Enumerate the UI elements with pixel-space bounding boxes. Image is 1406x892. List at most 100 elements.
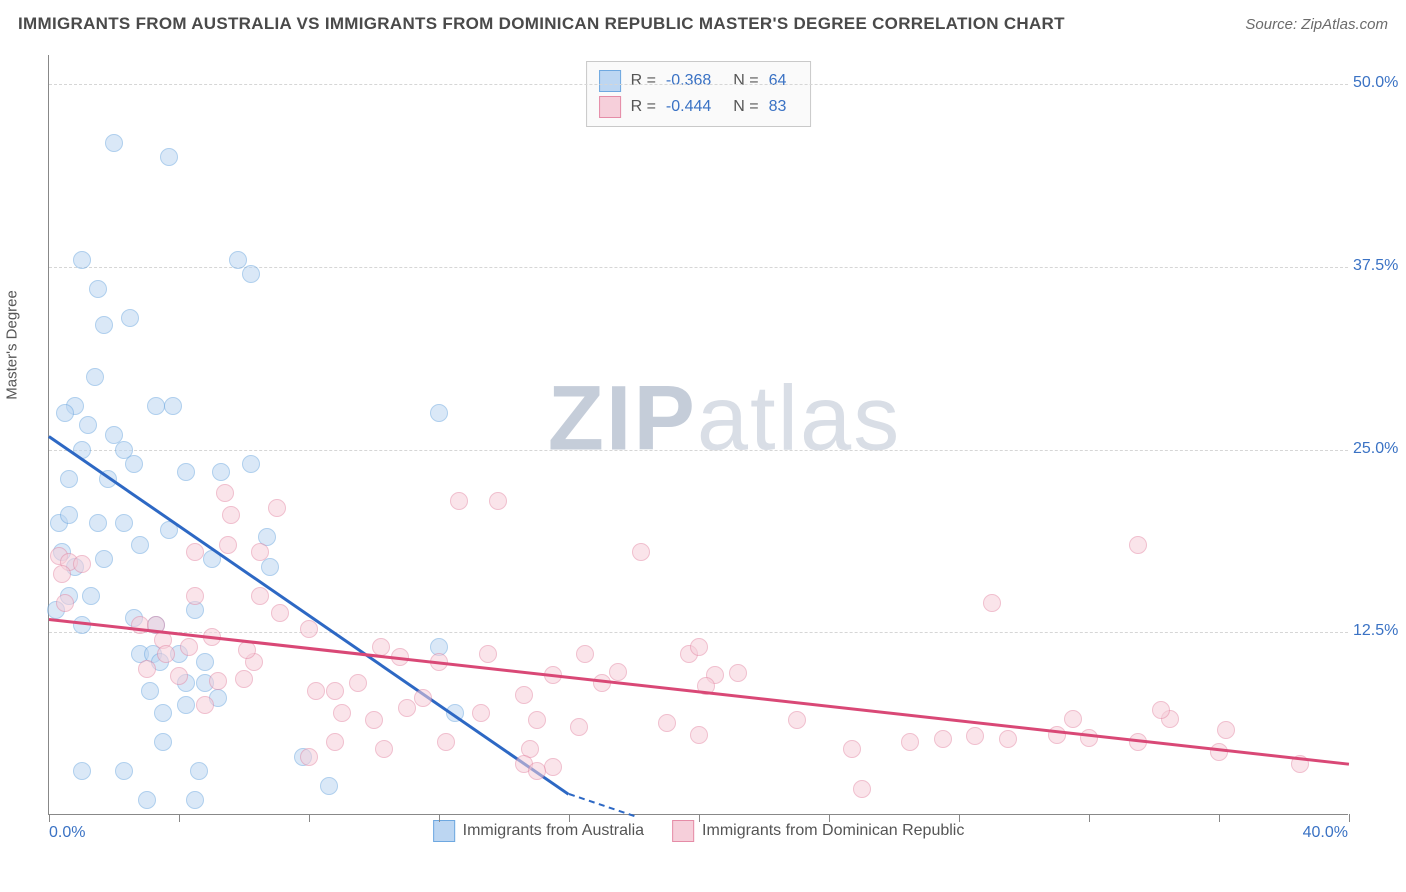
data-point (56, 594, 74, 612)
gridline (49, 450, 1348, 451)
data-point (190, 762, 208, 780)
data-point (430, 404, 448, 422)
legend-swatch (433, 820, 455, 842)
legend-swatch (599, 70, 621, 92)
data-point (528, 762, 546, 780)
data-point (271, 604, 289, 622)
data-point (121, 309, 139, 327)
data-point (307, 682, 325, 700)
y-axis-title: Master's Degree (4, 290, 21, 400)
data-point (73, 555, 91, 573)
data-point (89, 280, 107, 298)
data-point (170, 667, 188, 685)
data-point (141, 682, 159, 700)
data-point (164, 397, 182, 415)
data-point (95, 550, 113, 568)
data-point (1064, 710, 1082, 728)
source-attribution: Source: ZipAtlas.com (1245, 16, 1388, 33)
data-point (398, 699, 416, 717)
data-point (238, 641, 256, 659)
data-point (209, 672, 227, 690)
x-tick (49, 814, 50, 822)
chart-title: IMMIGRANTS FROM AUSTRALIA VS IMMIGRANTS … (18, 14, 1065, 34)
gridline (49, 84, 1348, 85)
series-legend-item: Immigrants from Dominican Republic (672, 820, 964, 842)
data-point (89, 514, 107, 532)
data-point (268, 499, 286, 517)
correlation-legend: R =-0.368N =64R =-0.444N =83 (586, 61, 812, 127)
scatter-plot-area: ZIPatlas R =-0.368N =64R =-0.444N =83 0.… (48, 55, 1348, 815)
gridline (49, 632, 1348, 633)
data-point (1129, 536, 1147, 554)
data-point (212, 463, 230, 481)
data-point (300, 620, 318, 638)
x-tick (1349, 814, 1350, 822)
series-legend: Immigrants from AustraliaImmigrants from… (433, 820, 965, 842)
data-point (105, 134, 123, 152)
data-point (1048, 726, 1066, 744)
data-point (79, 416, 97, 434)
data-point (73, 616, 91, 634)
y-tick-label: 25.0% (1353, 440, 1398, 458)
data-point (154, 704, 172, 722)
x-tick (179, 814, 180, 822)
data-point (326, 682, 344, 700)
data-point (242, 455, 260, 473)
data-point (157, 645, 175, 663)
data-point (56, 404, 74, 422)
data-point (788, 711, 806, 729)
data-point (333, 704, 351, 722)
x-tick (569, 814, 570, 822)
data-point (570, 718, 588, 736)
data-point (180, 638, 198, 656)
data-point (160, 148, 178, 166)
data-point (222, 506, 240, 524)
data-point (251, 543, 269, 561)
data-point (138, 660, 156, 678)
data-point (82, 587, 100, 605)
data-point (544, 758, 562, 776)
data-point (658, 714, 676, 732)
data-point (115, 514, 133, 532)
data-point (125, 455, 143, 473)
x-tick (829, 814, 830, 822)
data-point (1152, 701, 1170, 719)
data-point (86, 368, 104, 386)
x-tick (1219, 814, 1220, 822)
data-point (196, 653, 214, 671)
data-point (690, 726, 708, 744)
data-point (320, 777, 338, 795)
x-tick (309, 814, 310, 822)
data-point (489, 492, 507, 510)
data-point (609, 663, 627, 681)
legend-row: R =-0.444N =83 (599, 94, 799, 120)
data-point (901, 733, 919, 751)
data-point (219, 536, 237, 554)
data-point (154, 733, 172, 751)
data-point (186, 587, 204, 605)
data-point (1217, 721, 1235, 739)
data-point (999, 730, 1017, 748)
data-point (73, 762, 91, 780)
data-point (690, 638, 708, 656)
legend-row: R =-0.368N =64 (599, 68, 799, 94)
data-point (934, 730, 952, 748)
data-point (479, 645, 497, 663)
data-point (450, 492, 468, 510)
data-point (216, 484, 234, 502)
data-point (242, 265, 260, 283)
data-point (73, 251, 91, 269)
data-point (515, 686, 533, 704)
y-tick-label: 12.5% (1353, 622, 1398, 640)
watermark: ZIPatlas (548, 367, 901, 472)
data-point (138, 791, 156, 809)
data-point (177, 696, 195, 714)
data-point (472, 704, 490, 722)
data-point (729, 664, 747, 682)
x-tick (1089, 814, 1090, 822)
data-point (983, 594, 1001, 612)
data-point (593, 674, 611, 692)
legend-swatch (672, 820, 694, 842)
data-point (177, 463, 195, 481)
data-point (115, 762, 133, 780)
